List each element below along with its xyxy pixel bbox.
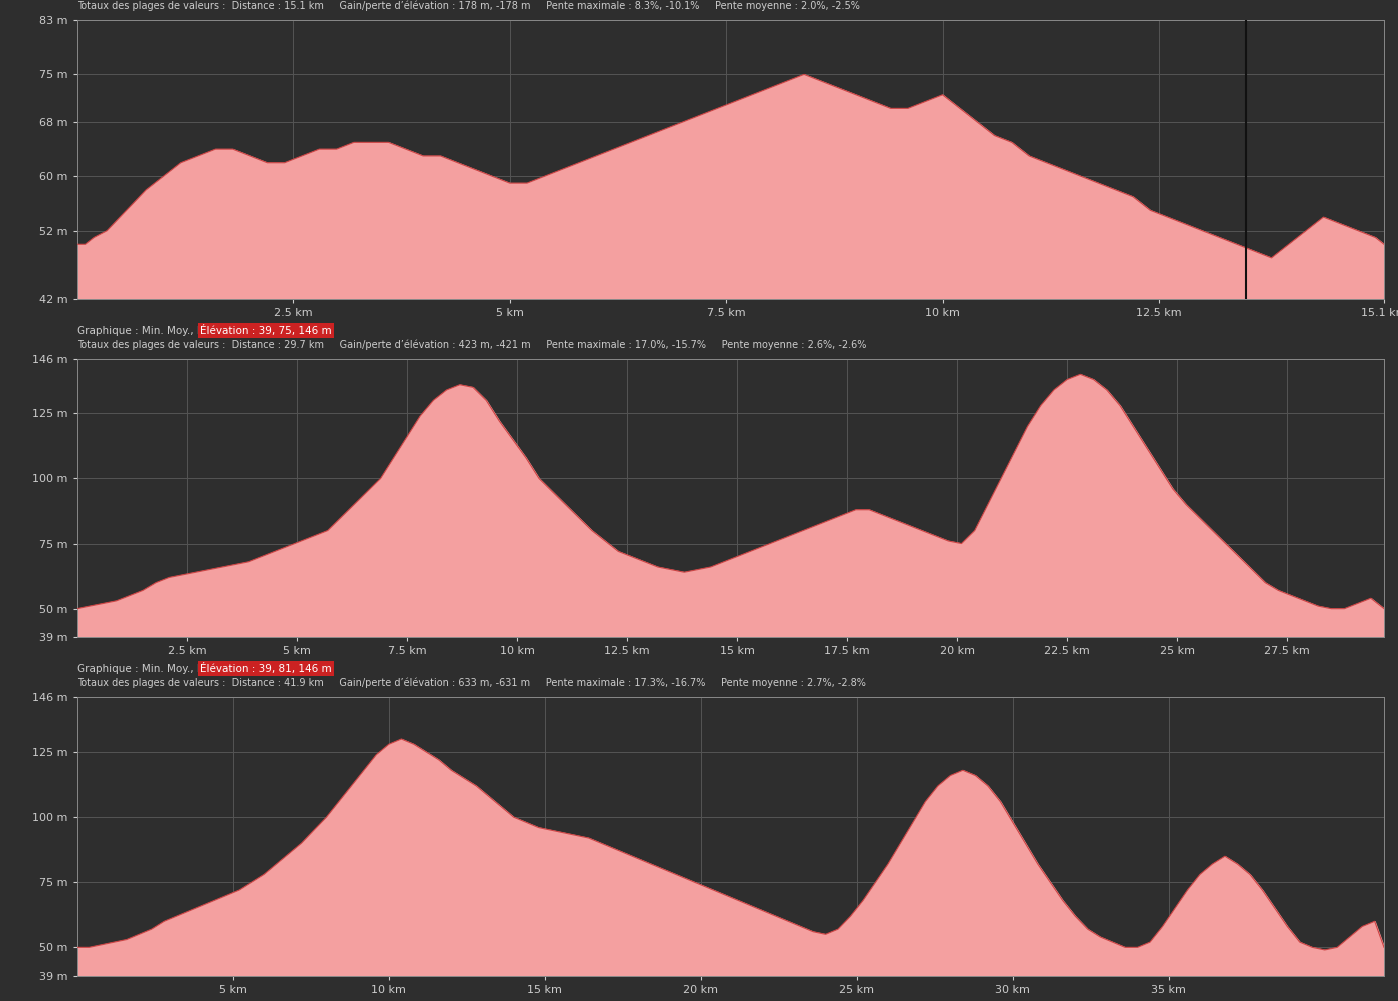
Text: Totaux des plages de valeurs :  Distance : 41.9 km     Gain/perte d’élévation : : Totaux des plages de valeurs : Distance … [77,678,865,689]
Text: Élévation : 39, 81, 146 m: Élévation : 39, 81, 146 m [200,664,331,675]
Text: Élévation : 39, 75, 146 m: Élévation : 39, 75, 146 m [200,324,331,335]
Text: Totaux des plages de valeurs :  Distance : 29.7 km     Gain/perte d’élévation : : Totaux des plages de valeurs : Distance … [77,339,867,349]
Text: Graphique : Min. Moy., Max: Graphique : Min. Moy., Max [77,325,225,335]
Text: Graphique : Min. Moy., Max: Graphique : Min. Moy., Max [77,665,225,675]
Text: Totaux des plages de valeurs :  Distance : 15.1 km     Gain/perte d’élévation : : Totaux des plages de valeurs : Distance … [77,1,860,11]
